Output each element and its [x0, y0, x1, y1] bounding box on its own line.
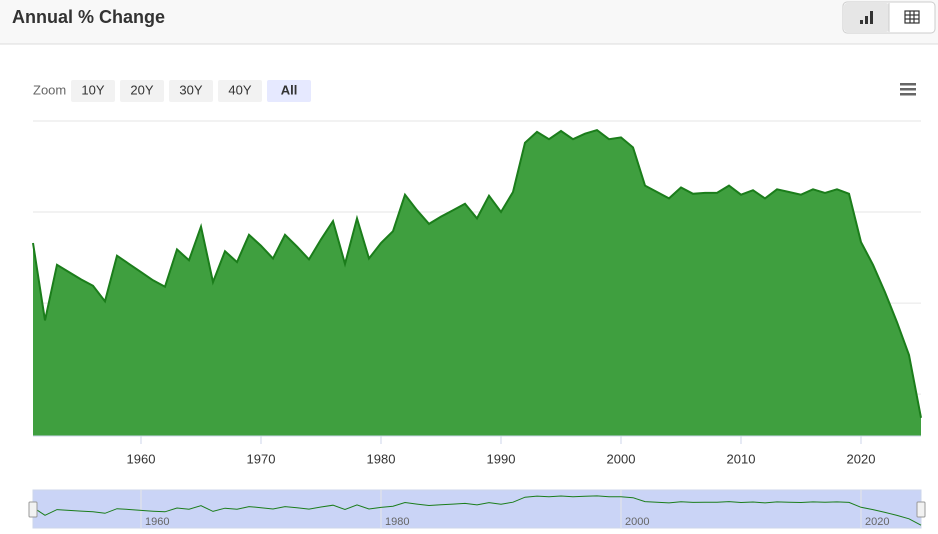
table-view-button[interactable] [904, 10, 920, 24]
header-bar [0, 0, 938, 44]
navigator-handle[interactable] [916, 501, 926, 518]
x-tick-label: 2010 [727, 451, 756, 466]
navigator-tick-label: 1960 [145, 516, 169, 528]
zoom-button[interactable] [267, 80, 311, 102]
zoom-button[interactable] [218, 80, 262, 102]
zoom-button-label: 40Y [228, 82, 251, 97]
zoom-button-label: 30Y [179, 82, 202, 97]
zoom-button-label: 10Y [81, 82, 104, 97]
navigator-tick-label: 2020 [865, 516, 889, 528]
navigator-tick-label: 2000 [625, 516, 649, 528]
view-toggle [842, 1, 936, 34]
navigator-handle[interactable] [28, 501, 38, 518]
x-tick-label: 2000 [607, 451, 636, 466]
navigator-tick-label: 1980 [385, 516, 409, 528]
line [32, 128, 922, 418]
chart-icon [860, 11, 873, 24]
zoom-button[interactable] [71, 80, 115, 102]
area [33, 130, 921, 436]
x-tick-label: 1990 [487, 451, 516, 466]
x-tick-label: 2020 [847, 451, 876, 466]
x-tick-label: 1970 [247, 451, 276, 466]
x-tick-label: 1960 [127, 451, 156, 466]
navigator-line [32, 495, 922, 526]
chart-title: Annual % Change [12, 7, 165, 27]
zoom-button[interactable] [120, 80, 164, 102]
zoom-button-label: All [281, 82, 298, 97]
menu-button[interactable] [900, 83, 916, 96]
zoom-label: Zoom [33, 82, 66, 97]
navigator-window [32, 489, 922, 529]
x-tick-label: 1980 [367, 451, 396, 466]
zoom-button[interactable] [169, 80, 213, 102]
zoom-button-label: 20Y [130, 82, 153, 97]
